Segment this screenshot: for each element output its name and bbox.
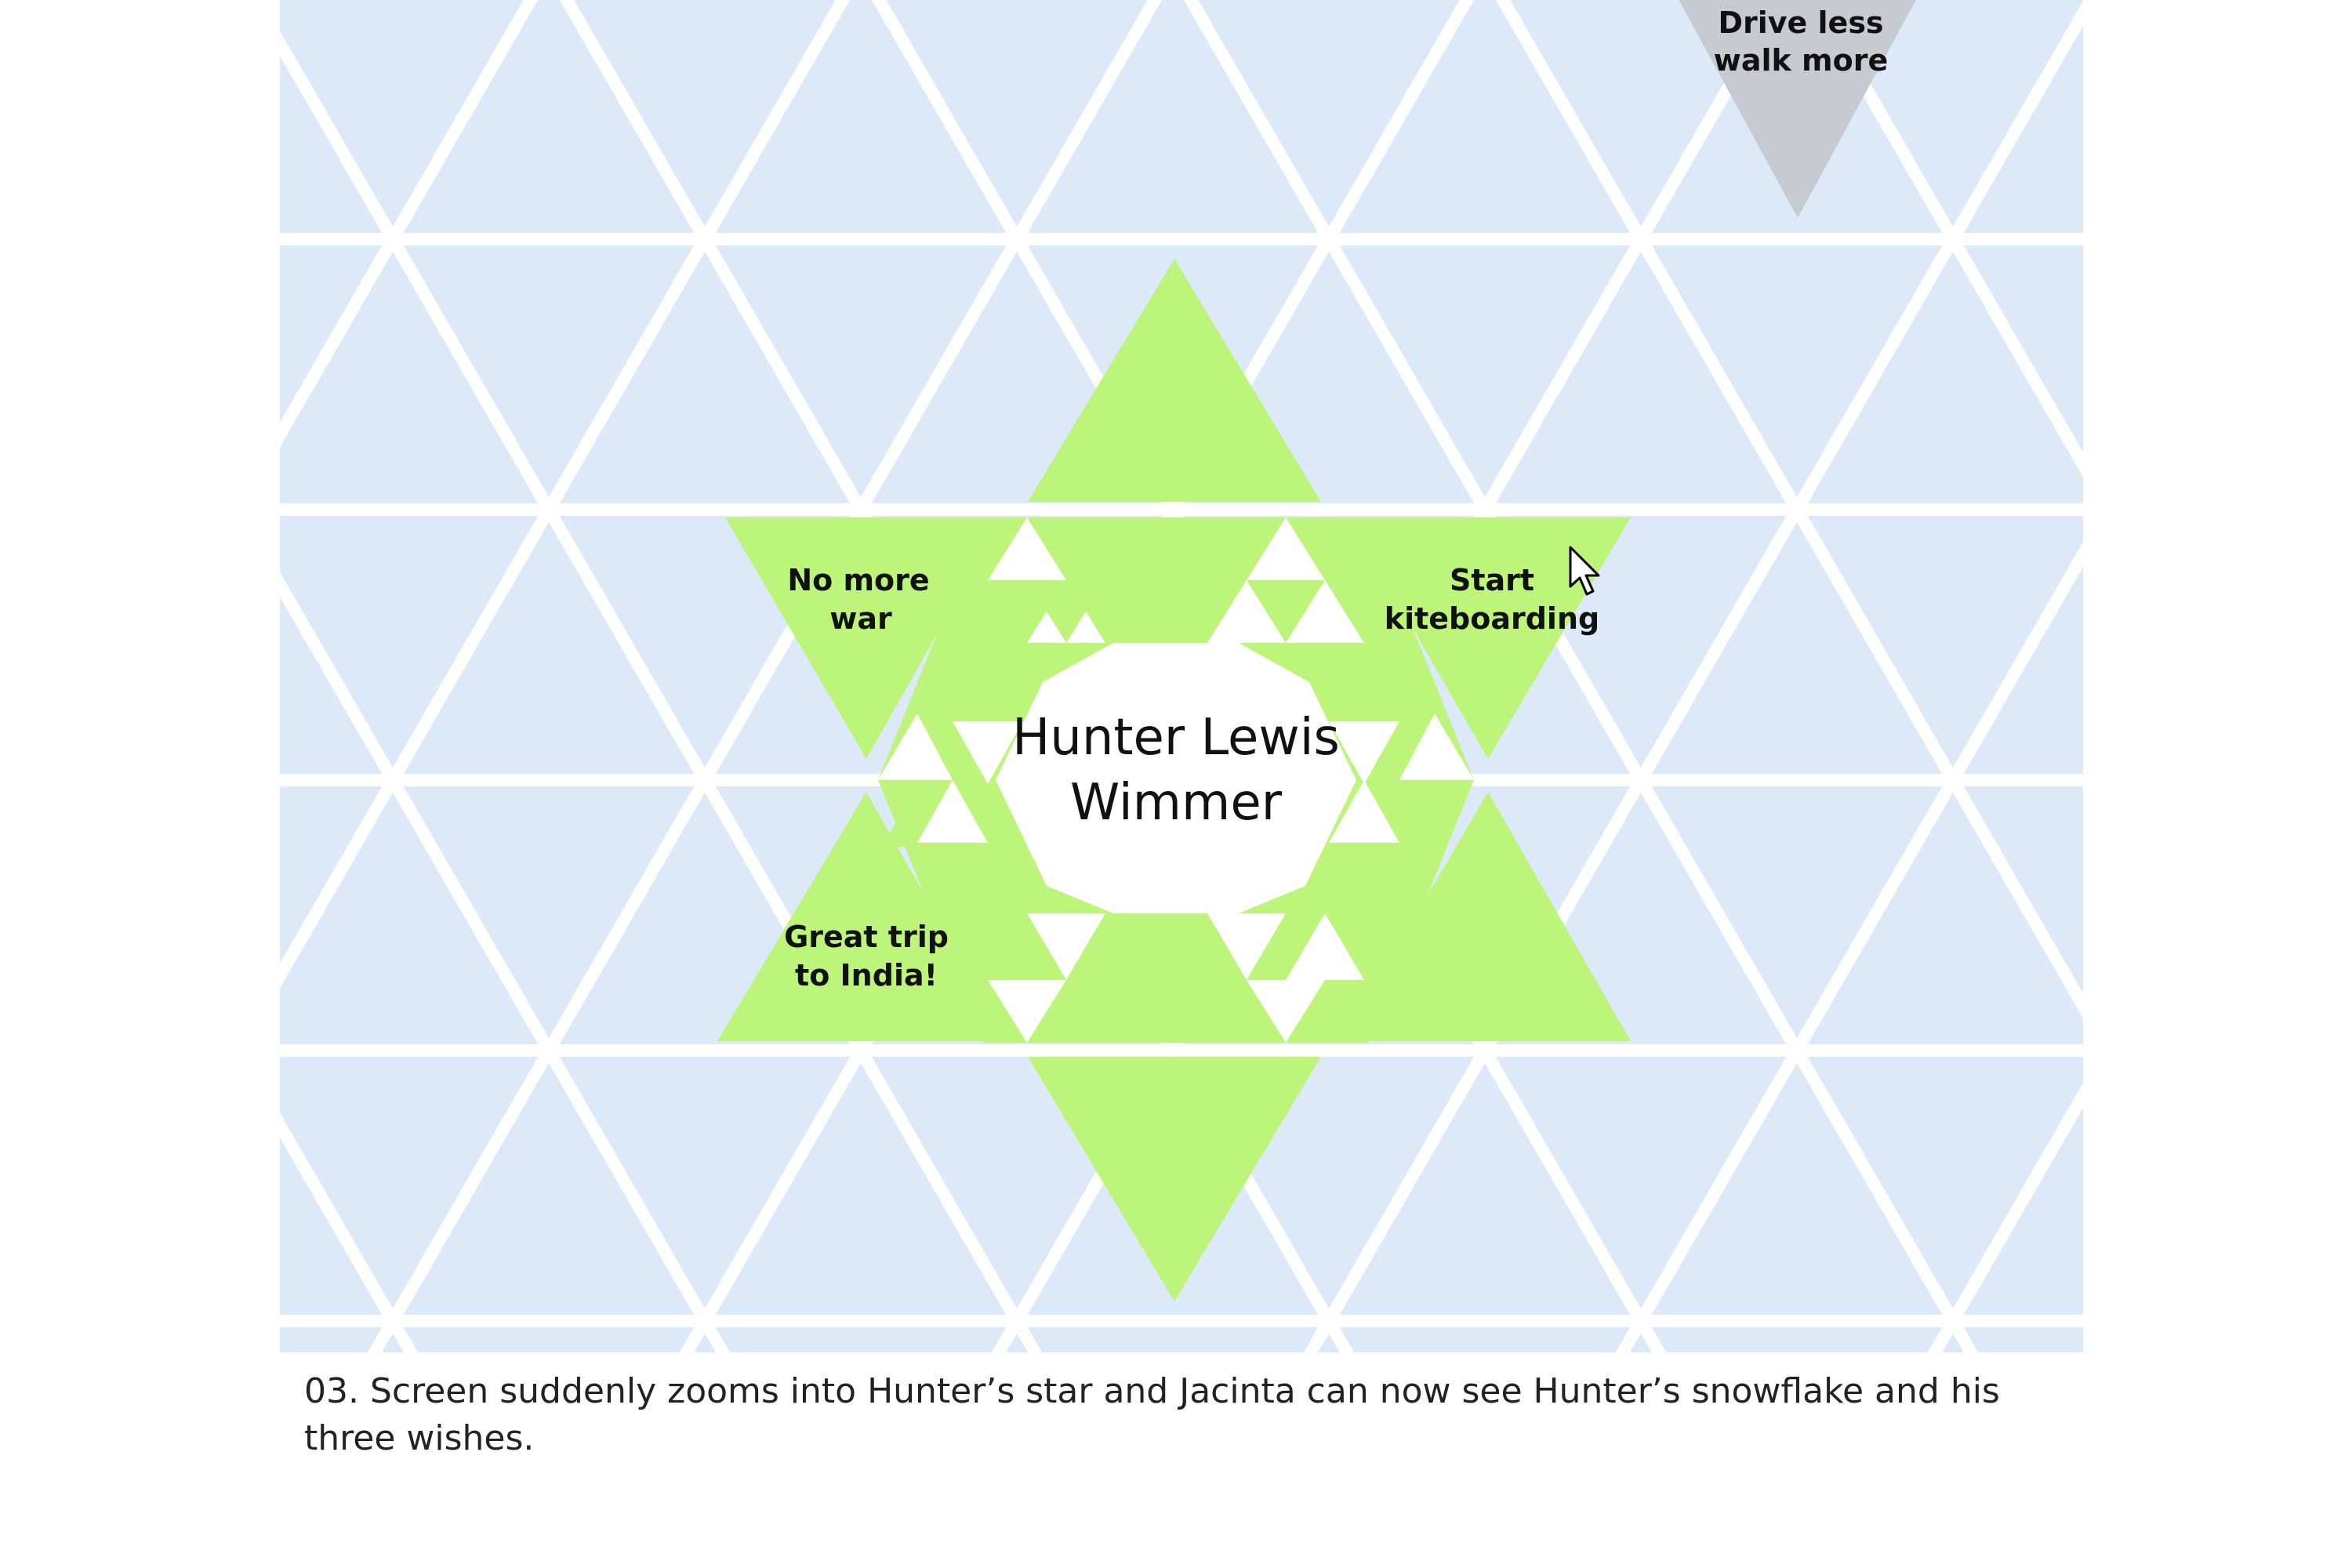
mouse-pointer-icon: [1569, 546, 1600, 596]
hunter-star[interactable]: [717, 259, 1631, 1301]
other-wish-triangle[interactable]: [1666, 0, 1929, 218]
wish-triangle-start-kiteboarding[interactable]: [1348, 517, 1631, 759]
wish-3-line1: Great trip: [784, 920, 949, 954]
star-owner-name-line2: Wimmer: [1070, 774, 1283, 832]
wish-triangle-great-trip[interactable]: [717, 792, 1007, 1041]
wish-2-line2: kiteboarding: [1385, 601, 1599, 636]
other-wish-line1: Drive less: [1718, 5, 1883, 40]
wish-3-line2: to India!: [795, 958, 938, 993]
wish-triangle-no-more-war[interactable]: [725, 517, 1004, 759]
other-wish-line2: walk more: [1714, 43, 1889, 78]
wish-1-line2: war: [829, 601, 892, 636]
wish-1-line1: No more: [787, 563, 929, 597]
caption: 03. Screen suddenly zooms into Hunter’s …: [304, 1371, 2000, 1458]
snowflake: [878, 517, 1474, 1043]
wish-2-line1: Start: [1450, 563, 1534, 597]
triangle-map[interactable]: Drive less walk more: [0, 0, 2352, 1380]
star-point-bottom: [1028, 1057, 1321, 1301]
star-owner-name-line1: Hunter Lewis: [1012, 709, 1340, 767]
star-point-lower-right: [1342, 792, 1631, 1041]
star-point-top: [1028, 259, 1321, 502]
